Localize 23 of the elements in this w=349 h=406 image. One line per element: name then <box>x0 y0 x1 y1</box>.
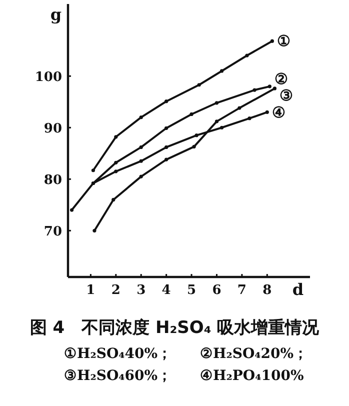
x-tick-label: 7 <box>237 283 246 298</box>
x-tick-label: 8 <box>262 283 272 298</box>
x-tick-label: 5 <box>186 283 196 298</box>
text: ④H₂PO₄100% <box>200 368 304 384</box>
x-tick-label: 4 <box>162 283 171 298</box>
y-tick-label: 90 <box>44 122 62 137</box>
text: 图 4 不同浓度 H₂SO₄ 吸水增重情况 <box>30 318 320 338</box>
series-label: ① <box>277 32 290 50</box>
x-axis-title: d <box>292 280 304 299</box>
y-tick-label: 70 <box>44 224 62 240</box>
text: ①H₂SO₄40%； <box>64 346 172 362</box>
x-tick-label: 6 <box>212 283 222 298</box>
y-tick-label: 80 <box>44 173 62 188</box>
text: ③H₂SO₄60%； <box>64 368 172 384</box>
series-label: ③ <box>280 86 293 105</box>
text: ②H₂SO₄20%； <box>200 346 308 362</box>
series-label: ② <box>274 70 288 88</box>
y-tick-label: 100 <box>34 70 62 86</box>
series-label: ④ <box>272 104 286 122</box>
x-tick-label: 3 <box>136 283 146 298</box>
x-tick-label: 2 <box>111 283 120 298</box>
x-tick-label: 1 <box>86 283 96 298</box>
y-axis-title: g <box>50 5 62 24</box>
